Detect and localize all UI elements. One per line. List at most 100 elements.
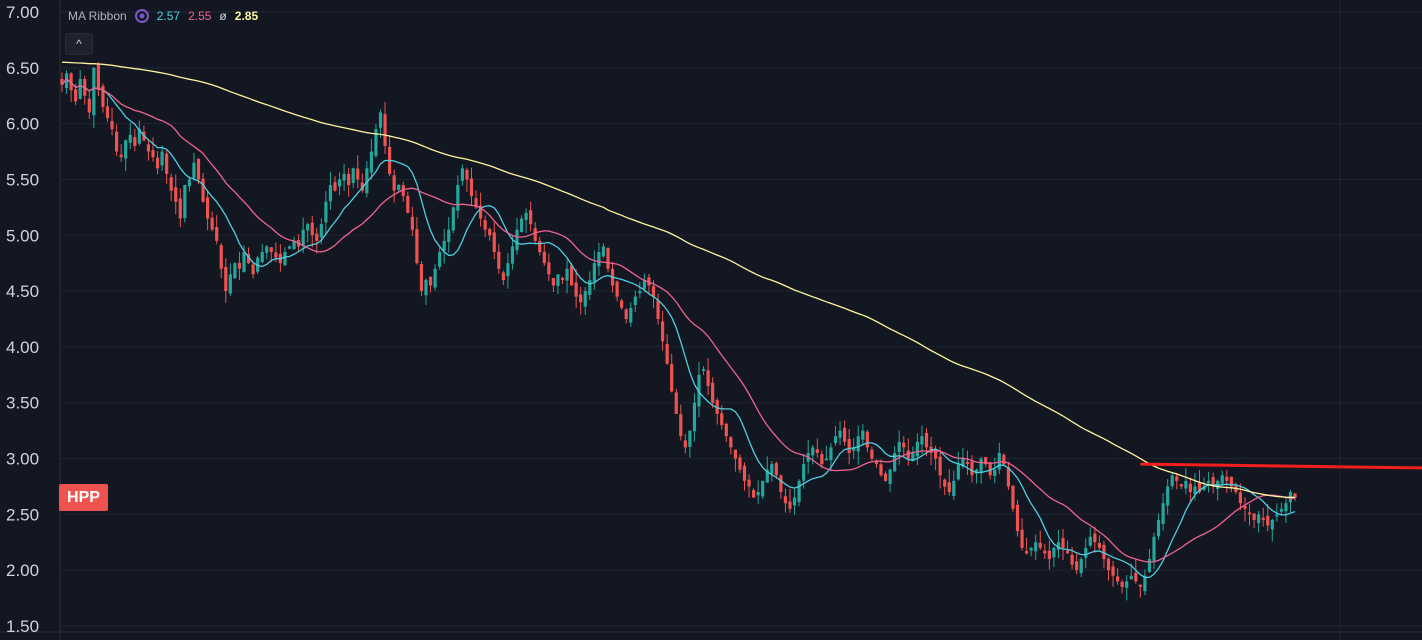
indicator-legend[interactable]: MA Ribbon 2.57 2.55 ø 2.85 — [68, 9, 258, 23]
candle-body — [888, 469, 892, 484]
candle — [497, 243, 501, 274]
candle-body — [560, 277, 565, 280]
candle-body — [583, 291, 587, 307]
candle-body — [474, 198, 478, 208]
candle-body — [551, 277, 555, 286]
candle-body — [1279, 508, 1283, 512]
candle — [210, 211, 214, 232]
candle-body — [1170, 475, 1174, 487]
candle — [551, 277, 555, 293]
candle — [1002, 453, 1006, 466]
candle-body — [1084, 547, 1088, 558]
candle — [679, 404, 683, 441]
candle — [155, 151, 160, 175]
candle-body — [947, 482, 951, 493]
candle-body — [833, 436, 838, 444]
candle-body — [174, 187, 178, 202]
candle-body — [1161, 503, 1165, 524]
candle — [1084, 538, 1088, 569]
candle — [651, 279, 656, 309]
candle-body — [1102, 544, 1106, 560]
candle-body — [720, 413, 724, 426]
candle — [87, 91, 91, 120]
candle — [183, 184, 187, 223]
candle-body — [187, 179, 191, 187]
candle — [661, 311, 665, 351]
candle-body — [133, 137, 137, 146]
candle — [124, 139, 128, 171]
candle — [1111, 560, 1115, 587]
candle-body — [60, 78, 64, 85]
candle-body — [683, 440, 687, 448]
candle — [1220, 470, 1224, 486]
candle-body — [246, 253, 251, 264]
candle — [456, 175, 460, 219]
candle-body — [347, 173, 351, 186]
candle — [674, 388, 678, 414]
candle — [1079, 557, 1083, 578]
candle-body — [1211, 477, 1215, 487]
candle-body — [210, 217, 214, 230]
candle — [60, 72, 64, 93]
candle-body — [1138, 584, 1142, 587]
y-tick-label: 5.00 — [6, 226, 39, 245]
candle-body — [979, 458, 983, 473]
candle — [201, 172, 205, 203]
candle-body — [1207, 480, 1211, 484]
candle — [96, 62, 100, 97]
candle-body — [219, 245, 223, 269]
candle-body — [592, 263, 596, 282]
candle — [865, 429, 869, 453]
candle — [228, 263, 232, 296]
candle-body — [1243, 505, 1247, 509]
candle — [947, 469, 951, 496]
candle-body — [165, 153, 169, 174]
candle-body — [1261, 517, 1265, 520]
candle — [69, 72, 73, 102]
candle-body — [1152, 536, 1156, 561]
candle-body — [365, 168, 369, 194]
candle-body — [337, 179, 342, 187]
collapse-legend-button[interactable]: ^ — [65, 33, 93, 55]
candle-body — [306, 224, 310, 231]
candle — [779, 474, 783, 499]
candle-body — [1075, 561, 1079, 571]
candle — [1047, 540, 1051, 570]
candle-body — [715, 400, 719, 414]
candle — [1143, 569, 1147, 596]
y-tick-label: 6.00 — [6, 115, 39, 134]
candle — [911, 446, 915, 462]
candle — [824, 445, 828, 461]
candle — [797, 479, 801, 507]
candle — [579, 286, 583, 315]
candle-body — [1093, 533, 1097, 543]
candle-body — [519, 218, 524, 232]
candle — [519, 215, 524, 233]
candle-body — [824, 458, 828, 461]
candle — [506, 253, 510, 289]
candle — [556, 274, 560, 295]
y-tick-label: 2.50 — [6, 505, 39, 524]
candle-body — [378, 112, 383, 128]
candle-body — [96, 63, 100, 91]
candle-body — [410, 216, 414, 230]
candle — [1279, 502, 1283, 515]
candle — [133, 129, 137, 152]
candle — [397, 183, 401, 193]
candle — [469, 167, 474, 206]
candle-body — [970, 461, 974, 476]
resistance-line — [1140, 462, 1422, 470]
candle-body — [310, 222, 314, 236]
candle-body — [1143, 575, 1147, 592]
candle-body — [1011, 485, 1015, 509]
candle — [592, 250, 596, 290]
cycle-icon[interactable] — [134, 9, 149, 23]
candle — [442, 228, 446, 264]
candle — [1065, 540, 1070, 554]
candle — [1025, 537, 1029, 555]
candle-body — [287, 246, 292, 249]
y-tick-label: 1.50 — [6, 617, 39, 636]
ma-value-2: 2.55 — [188, 9, 212, 23]
candle-body — [1179, 484, 1183, 487]
